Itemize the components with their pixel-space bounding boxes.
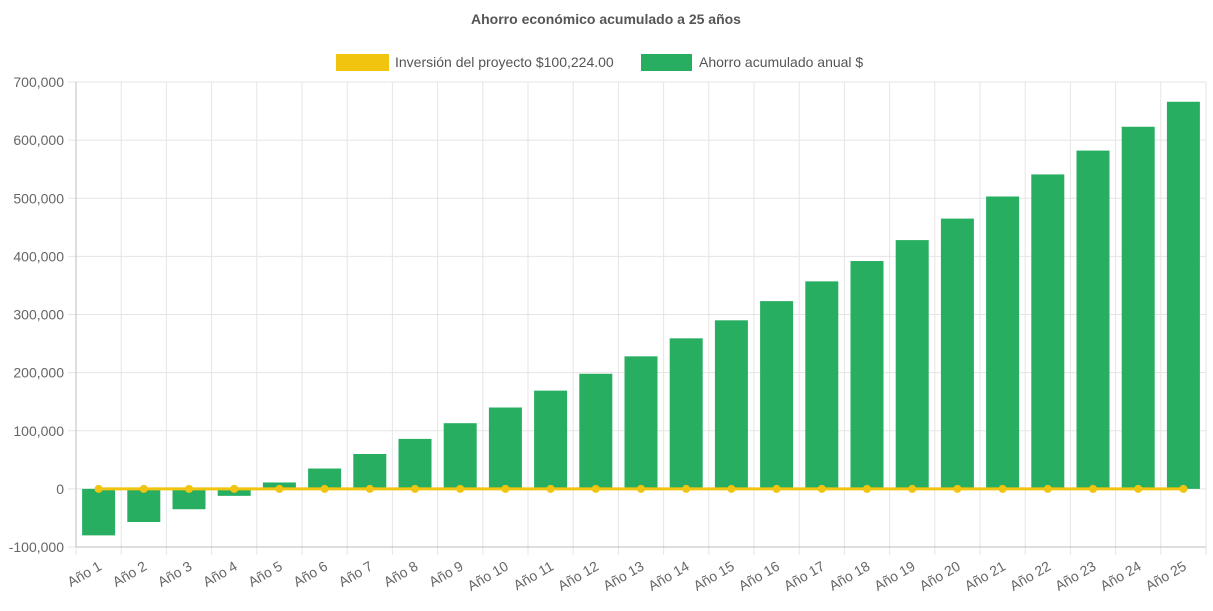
y-axis: -100,000 0 100,000 200,000 300,000 400,000 500… (9, 74, 77, 555)
investment-point[interactable] (953, 484, 962, 493)
y-tick-label: 100,000 (13, 423, 64, 439)
legend-label-investment: Inversión del proyecto $100,224.00 (395, 54, 614, 70)
investment-point[interactable] (817, 484, 826, 493)
savings-bar[interactable] (895, 240, 929, 489)
investment-point[interactable] (230, 484, 239, 493)
investment-point[interactable] (185, 484, 193, 493)
savings-bar[interactable] (579, 373, 613, 489)
investment-line (94, 484, 1188, 493)
savings-bar[interactable] (127, 488, 161, 523)
savings-bar[interactable] (1076, 150, 1110, 489)
x-tick-label: Año 19 (871, 558, 918, 594)
savings-bar[interactable] (353, 454, 387, 489)
x-tick-label: Año 22 (1007, 558, 1054, 594)
legend-swatch-savings (641, 54, 692, 71)
y-tick-label: 200,000 (13, 365, 64, 381)
investment-point[interactable] (1043, 484, 1052, 493)
savings-bar[interactable] (850, 261, 884, 489)
y-tick-label: 300,000 (13, 307, 64, 323)
x-tick-label: Año 1 (64, 558, 104, 590)
savings-bar[interactable] (443, 423, 477, 489)
investment-point[interactable] (365, 484, 374, 493)
savings-bar[interactable] (488, 407, 522, 489)
y-tick-label: 600,000 (13, 132, 64, 148)
legend-label-savings: Ahorro acumulado anual $ (699, 54, 863, 70)
x-tick-label: Año 23 (1052, 558, 1099, 594)
y-tick-label: 0 (56, 481, 64, 497)
investment-point[interactable] (139, 484, 148, 493)
x-tick-label: Año 21 (962, 558, 1009, 594)
x-tick-label: Año 13 (600, 558, 647, 594)
x-tick-label: Año 15 (690, 558, 737, 594)
x-tick-label: Año 2 (110, 558, 150, 590)
savings-bar[interactable] (986, 196, 1020, 489)
y-tick-label: 700,000 (13, 74, 64, 90)
x-tick-label: Año 8 (381, 558, 421, 590)
investment-point[interactable] (1179, 484, 1188, 493)
savings-bars (82, 101, 1200, 536)
investment-point[interactable] (682, 484, 691, 493)
savings-bar[interactable] (398, 438, 432, 489)
investment-point[interactable] (1089, 484, 1097, 493)
investment-point[interactable] (275, 484, 284, 493)
x-axis: Año 1 Año 2 Año 3 Año 4 Año 5 Año 6 Año 7 Año 8… (64, 546, 1206, 594)
x-tick-label: Año 14 (645, 558, 692, 594)
x-tick-label: Año 6 (290, 558, 330, 590)
x-tick-label: Año 25 (1142, 558, 1189, 594)
y-tick-label: 500,000 (13, 190, 64, 206)
x-tick-label: Año 12 (555, 558, 602, 594)
investment-point[interactable] (546, 484, 555, 493)
savings-bar[interactable] (1166, 101, 1200, 489)
x-tick-label: Año 10 (464, 558, 511, 594)
x-tick-label: Año 7 (336, 558, 376, 590)
legend-item-investment[interactable]: Inversión del proyecto $100,224.00 (336, 54, 614, 71)
x-tick-label: Año 4 (200, 558, 240, 590)
investment-point[interactable] (637, 484, 645, 493)
investment-point[interactable] (1134, 484, 1143, 493)
x-tick-label: Año 18 (826, 558, 873, 594)
x-tick-label: Año 9 (426, 558, 466, 590)
investment-point[interactable] (772, 484, 781, 493)
savings-bar[interactable] (669, 338, 703, 489)
investment-point[interactable] (998, 484, 1007, 493)
y-tick-label: 400,000 (13, 248, 64, 264)
x-tick-label: Año 24 (1097, 558, 1144, 594)
savings-bar[interactable] (940, 218, 974, 489)
x-tick-label: Año 3 (155, 558, 195, 590)
chart-title: Ahorro económico acumulado a 25 años (471, 11, 741, 27)
savings-bar[interactable] (624, 356, 658, 489)
x-tick-label: Año 20 (916, 558, 963, 594)
x-tick-label: Año 16 (736, 558, 783, 594)
y-tick-label: -100,000 (9, 539, 64, 555)
investment-point[interactable] (591, 484, 600, 493)
savings-bar[interactable] (308, 468, 342, 489)
legend-item-savings[interactable]: Ahorro acumulado anual $ (641, 54, 863, 71)
x-tick-label: Año 17 (781, 558, 828, 594)
savings-bar[interactable] (760, 301, 794, 489)
x-tick-label: Año 5 (245, 558, 285, 590)
savings-bar[interactable] (82, 488, 116, 536)
legend: Inversión del proyecto $100,224.00 Ahorr… (336, 54, 863, 71)
investment-point[interactable] (908, 484, 917, 493)
savings-bar[interactable] (1031, 174, 1065, 489)
investment-point[interactable] (456, 484, 465, 493)
investment-point[interactable] (501, 484, 510, 493)
investment-point[interactable] (727, 484, 736, 493)
investment-point[interactable] (411, 484, 419, 493)
investment-point[interactable] (320, 484, 329, 493)
savings-bar[interactable] (172, 488, 206, 510)
savings-bar[interactable] (714, 320, 748, 489)
savings-bar[interactable] (1121, 126, 1155, 489)
savings-bar[interactable] (805, 281, 839, 489)
savings-bar[interactable] (534, 390, 568, 489)
legend-swatch-investment (336, 54, 389, 71)
investment-point[interactable] (863, 484, 871, 493)
grid (68, 81, 1207, 555)
x-tick-label: Año 11 (511, 558, 557, 594)
investment-point[interactable] (94, 484, 103, 493)
